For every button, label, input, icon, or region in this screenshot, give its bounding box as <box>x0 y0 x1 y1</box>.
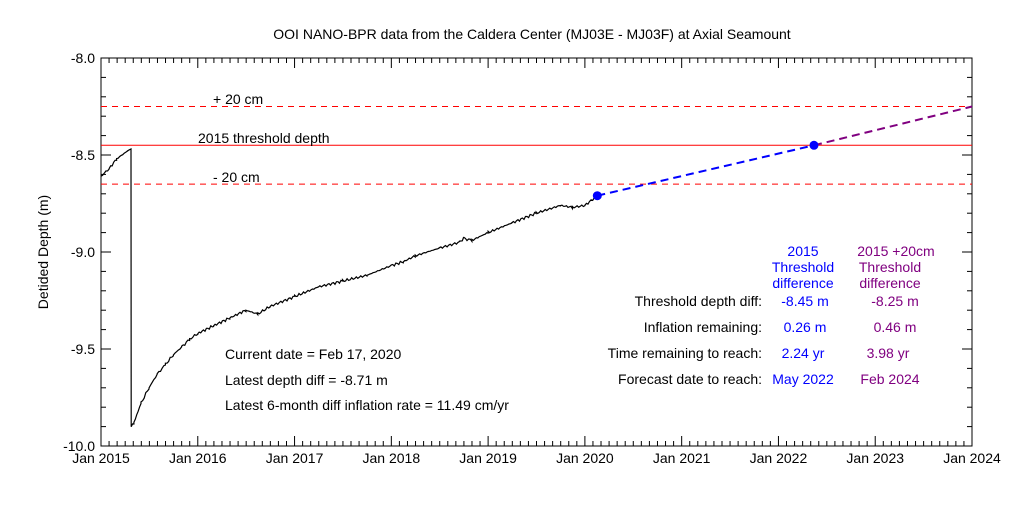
x-tick-label: Jan 2015 <box>72 450 130 466</box>
row-value-plus20: 0.46 m <box>874 319 917 335</box>
x-tick-label: Jan 2022 <box>750 450 808 466</box>
y-tick-label: -9.0 <box>71 244 95 260</box>
depth-series-line <box>100 148 598 427</box>
forecast-marker <box>592 191 602 201</box>
y-tick-label: -9.5 <box>71 341 95 357</box>
ref-label-threshold: 2015 threshold depth <box>198 130 330 146</box>
header-plus20-line2: Threshold <box>859 259 921 275</box>
y-axis-label: Detided Depth (m) <box>35 195 51 309</box>
x-tick-label: Jan 2024 <box>943 450 1001 466</box>
row-value-2015: -8.45 m <box>781 293 828 309</box>
row-label: Threshold depth diff: <box>635 293 762 309</box>
y-tick-label: -10.0 <box>63 438 95 454</box>
x-tick-label: Jan 2019 <box>459 450 517 466</box>
markers <box>592 140 819 201</box>
y-tick-label: -8.0 <box>71 50 95 66</box>
row-value-2015: May 2022 <box>772 371 834 387</box>
x-tick-label: Jan 2018 <box>363 450 421 466</box>
header-2015-line3: difference <box>772 275 833 291</box>
ticks <box>100 57 973 447</box>
forecast-marker <box>809 140 819 150</box>
tick-labels: Jan 2015 Jan 2016 Jan 2017 Jan 2018 Jan 2019… <box>63 50 1001 466</box>
reference-lines <box>101 106 972 185</box>
header-2015-line1: 2015 <box>787 243 818 259</box>
row-label: Forecast date to reach: <box>618 371 762 387</box>
row-value-2015: 0.26 m <box>784 319 827 335</box>
x-tick-label: Jan 2016 <box>169 450 227 466</box>
series-group <box>100 105 973 427</box>
ref-label-minus20: - 20 cm <box>213 169 260 185</box>
latest-rate-text: Latest 6-month diff inflation rate = 11.… <box>225 397 509 413</box>
x-tick-label: Jan 2020 <box>556 450 614 466</box>
y-tick-label: -8.5 <box>71 147 95 163</box>
forecast-plus20-line <box>813 105 973 147</box>
x-tick-label: Jan 2023 <box>846 450 904 466</box>
header-2015-line2: Threshold <box>772 259 834 275</box>
row-value-plus20: Feb 2024 <box>860 371 919 387</box>
chart-title: OOI NANO-BPR data from the Caldera Cente… <box>273 26 791 42</box>
ref-label-plus20: + 20 cm <box>213 91 263 107</box>
row-value-plus20: -8.25 m <box>871 293 918 309</box>
latest-depth-text: Latest depth diff = -8.71 m <box>225 372 388 388</box>
row-value-2015: 2.24 yr <box>782 345 825 361</box>
row-label: Inflation remaining: <box>644 319 762 335</box>
header-plus20-line3: difference <box>859 275 920 291</box>
x-tick-label: Jan 2021 <box>653 450 711 466</box>
header-plus20-line1: 2015 +20cm <box>857 243 934 259</box>
forecast-2015-line <box>597 144 815 197</box>
current-date-text: Current date = Feb 17, 2020 <box>225 346 401 362</box>
x-tick-label: Jan 2017 <box>266 450 324 466</box>
row-label: Time remaining to reach: <box>608 345 762 361</box>
row-value-plus20: 3.98 yr <box>867 345 910 361</box>
